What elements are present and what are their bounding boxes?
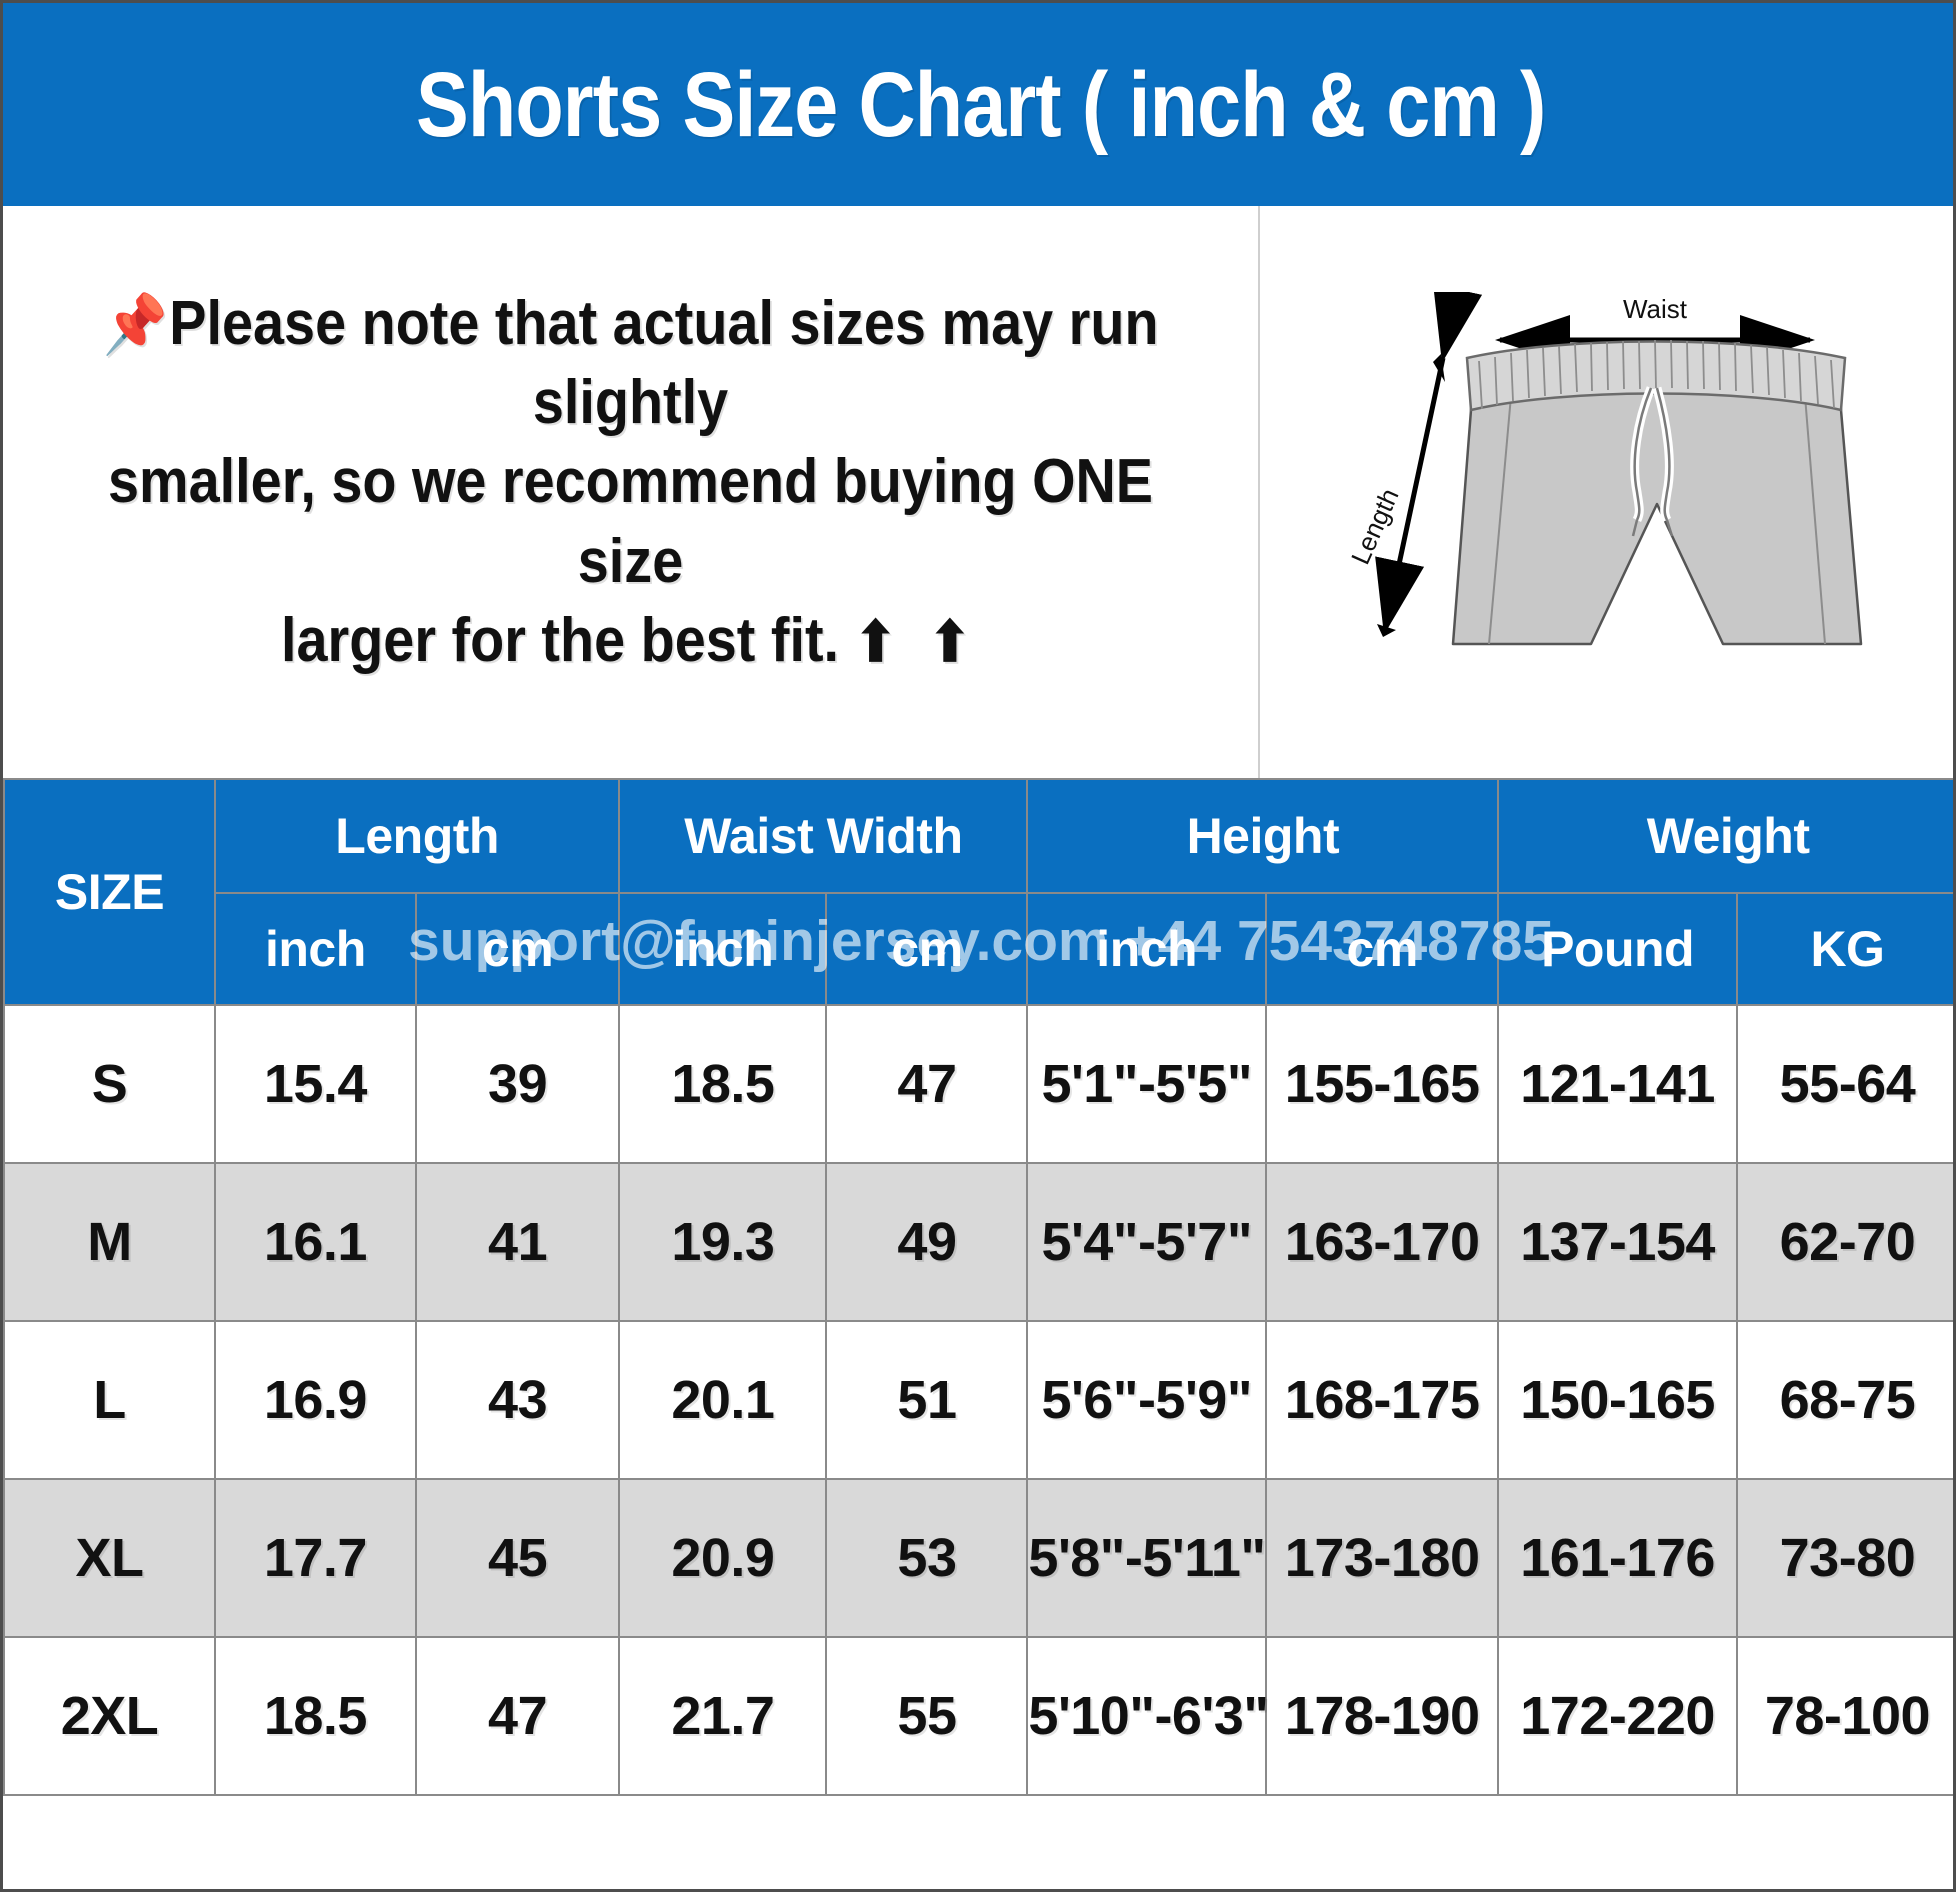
cell-height-inch: 5'10"-6'3" xyxy=(1026,1636,1269,1796)
cell-length-cm: 41 xyxy=(414,1162,621,1322)
cell-weight-pound: 150-165 xyxy=(1497,1320,1738,1480)
title-banner: Shorts Size Chart ( inch & cm ) xyxy=(3,3,1953,206)
cell-weight-pound: 161-176 xyxy=(1497,1478,1738,1638)
cell-length-inch: 16.1 xyxy=(213,1162,417,1322)
cell-weight-kg: 55-64 xyxy=(1735,1004,1953,1164)
drawstring xyxy=(1629,386,1674,537)
cell-height-cm: 178-190 xyxy=(1264,1636,1500,1796)
info-band: 📌Please note that actual sizes may run s… xyxy=(3,206,1953,778)
note-line-1: Please note that actual sizes may run sl… xyxy=(169,288,1159,437)
cell-length-cm: 43 xyxy=(414,1320,621,1480)
info-band-divider xyxy=(1258,206,1260,778)
col-header-length-inch: inch xyxy=(213,892,417,1006)
cell-waist-inch: 20.1 xyxy=(618,1320,828,1480)
table-row: M 16.1 41 19.3 49 5'4"-5'7" 163-170 137-… xyxy=(3,1162,1953,1322)
cell-size: M xyxy=(3,1162,216,1322)
cell-length-inch: 15.4 xyxy=(213,1004,417,1164)
table-body: S 15.4 39 18.5 47 5'1"-5'5" 155-165 121-… xyxy=(3,1004,1953,1796)
col-header-height-inch: inch xyxy=(1026,892,1267,1006)
cell-weight-pound: 172-220 xyxy=(1497,1636,1738,1796)
waistband-ribs xyxy=(1477,339,1835,410)
garment-illustration-cell: Waist Length xyxy=(1260,206,1953,778)
cell-waist-cm: 47 xyxy=(825,1004,1029,1164)
length-dimension-arrow xyxy=(1374,292,1482,635)
col-header-weight-kg: KG xyxy=(1735,892,1953,1006)
cell-waist-cm: 49 xyxy=(825,1162,1029,1322)
cell-size: S xyxy=(3,1004,216,1164)
cell-waist-cm: 51 xyxy=(825,1320,1029,1480)
note-line-3: larger for the best fit. xyxy=(280,606,840,676)
cell-length-inch: 16.9 xyxy=(213,1320,417,1480)
col-header-size: SIZE xyxy=(3,778,216,1006)
cell-waist-inch: 21.7 xyxy=(618,1636,828,1796)
cell-height-inch: 5'4"-5'7" xyxy=(1026,1162,1267,1322)
cell-waist-inch: 20.9 xyxy=(618,1478,828,1638)
cell-length-cm: 47 xyxy=(414,1636,621,1796)
note-cell: 📌Please note that actual sizes may run s… xyxy=(3,206,1258,778)
col-header-weight-pound: Pound xyxy=(1497,892,1738,1006)
page-title: Shorts Size Chart ( inch & cm ) xyxy=(416,53,1546,156)
cell-height-cm: 155-165 xyxy=(1264,1004,1500,1164)
cell-height-inch: 5'6"-5'9" xyxy=(1026,1320,1267,1480)
col-header-height-cm: cm xyxy=(1264,892,1500,1006)
cell-height-cm: 168-175 xyxy=(1264,1320,1500,1480)
cell-weight-kg: 62-70 xyxy=(1735,1162,1953,1322)
cell-height-cm: 173-180 xyxy=(1264,1478,1500,1638)
cell-waist-inch: 19.3 xyxy=(618,1162,828,1322)
cell-size: L xyxy=(3,1320,216,1480)
length-label-text: Length xyxy=(1344,484,1404,569)
col-header-waist-inch: inch xyxy=(618,892,828,1006)
cell-height-inch: 5'1"-5'5" xyxy=(1026,1004,1267,1164)
cell-waist-cm: 55 xyxy=(825,1636,1029,1796)
cell-weight-pound: 137-154 xyxy=(1497,1162,1738,1322)
col-group-weight: Weight xyxy=(1497,778,1953,894)
cell-size: 2XL xyxy=(3,1636,216,1796)
cell-weight-kg: 73-80 xyxy=(1735,1478,1953,1638)
size-table: SIZE Length Waist Width Height Weight in… xyxy=(3,778,1953,1796)
cell-size: XL xyxy=(3,1478,216,1638)
cell-length-inch: 17.7 xyxy=(213,1478,417,1638)
table-header: SIZE Length Waist Width Height Weight in… xyxy=(3,778,1953,1006)
col-group-length: Length xyxy=(213,778,621,894)
cell-weight-pound: 121-141 xyxy=(1497,1004,1738,1164)
table-group-header-row: SIZE Length Waist Width Height Weight xyxy=(3,778,1953,1006)
table-unit-header-row: inch cm inch cm inch cm Pound KG xyxy=(4,892,1953,1006)
up-arrow-icon: ⬆ ⬆ xyxy=(854,610,981,674)
waist-label-text: Waist xyxy=(1622,294,1687,324)
cell-weight-kg: 68-75 xyxy=(1735,1320,1953,1480)
size-note: 📌Please note that actual sizes may run s… xyxy=(89,284,1172,681)
col-group-waist-width: Waist Width xyxy=(618,778,1029,894)
cell-height-cm: 163-170 xyxy=(1264,1162,1500,1322)
cell-height-inch: 5'8"-5'11" xyxy=(1026,1478,1267,1638)
cell-length-inch: 18.5 xyxy=(213,1636,417,1796)
shorts-body-shape xyxy=(1451,389,1862,646)
cell-weight-kg: 78-100 xyxy=(1735,1636,1953,1796)
table-row: XL 17.7 45 20.9 53 5'8"-5'11" 173-180 16… xyxy=(3,1478,1953,1638)
shorts-illustration: Waist Length xyxy=(1344,292,1862,646)
table-row: S 15.4 39 18.5 47 5'1"-5'5" 155-165 121-… xyxy=(3,1004,1953,1164)
cell-waist-inch: 18.5 xyxy=(618,1004,828,1164)
col-header-length-cm: cm xyxy=(414,892,621,1006)
cell-length-cm: 45 xyxy=(414,1478,621,1638)
note-line-2: smaller, so we recommend buying ONE size xyxy=(107,447,1154,596)
table-row: 2XL 18.5 47 21.7 55 5'10"-6'3" 178-190 1… xyxy=(3,1636,1953,1796)
pushpin-icon: 📌 xyxy=(102,291,168,357)
col-group-height: Height xyxy=(1026,778,1500,894)
table-row: L 16.9 43 20.1 51 5'6"-5'9" 168-175 150-… xyxy=(3,1320,1953,1480)
cell-length-cm: 39 xyxy=(414,1004,621,1164)
col-header-waist-cm: cm xyxy=(825,892,1029,1006)
cell-waist-cm: 53 xyxy=(825,1478,1029,1638)
